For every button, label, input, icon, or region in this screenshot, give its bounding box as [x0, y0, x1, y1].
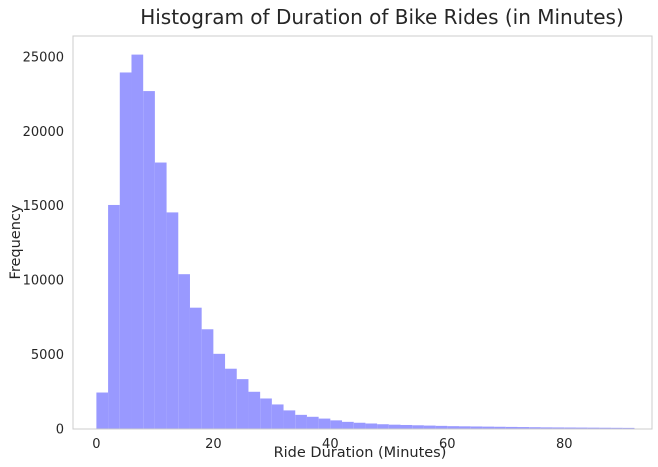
histogram-bar	[96, 392, 109, 429]
plot-frame	[72, 35, 653, 430]
y-tick-label: 5000	[31, 348, 64, 363]
x-tick-label: 40	[322, 437, 339, 452]
histogram-bar	[342, 421, 354, 429]
y-tick-label: 15000	[23, 199, 64, 214]
histogram-bar	[201, 329, 214, 429]
histogram-bar	[505, 426, 518, 429]
histogram-bar	[400, 424, 413, 429]
y-tick-label: 25000	[23, 50, 64, 65]
histogram-bar	[213, 353, 226, 429]
histogram-bar	[564, 427, 576, 429]
y-tick-label: 10000	[23, 274, 64, 289]
histogram-bar	[236, 379, 249, 429]
histogram-bar	[119, 72, 132, 429]
histogram-bar	[225, 368, 237, 429]
histogram-bar	[470, 426, 483, 429]
x-tick-label: 60	[439, 437, 456, 452]
histogram-bar	[178, 274, 190, 429]
histogram-bar	[388, 424, 401, 429]
histogram-bar	[540, 427, 553, 429]
histogram-bar	[166, 212, 179, 429]
histogram-bar	[271, 404, 284, 429]
histogram-bar	[622, 427, 635, 429]
histogram-bar	[529, 427, 541, 429]
bars-group	[96, 54, 635, 430]
histogram-bar	[587, 427, 600, 429]
y-tick-label: 0	[56, 423, 64, 438]
histogram-bar	[459, 426, 471, 429]
x-axis-ticks: 0 20 40 60 80	[92, 437, 572, 452]
histogram-bar	[143, 91, 155, 430]
x-tick-label: 0	[92, 437, 100, 452]
histogram-bar	[330, 420, 343, 429]
y-axis-ticks: 0 5000 10000 15000 20000 25000	[23, 50, 64, 437]
histogram-bar	[295, 414, 307, 429]
x-axis-label: Ride Duration (Minutes)	[274, 445, 447, 461]
histogram-bar	[552, 427, 565, 429]
histogram-bar	[154, 162, 167, 429]
x-tick-label: 20	[205, 437, 222, 452]
histogram-bar	[260, 398, 272, 429]
histogram-bar	[108, 204, 120, 429]
histogram-bar	[189, 307, 202, 429]
histogram-bar	[494, 426, 506, 429]
histogram-bar	[353, 422, 366, 429]
histogram-bar	[482, 426, 495, 429]
y-tick-label: 20000	[23, 125, 64, 140]
histogram-bar	[447, 426, 459, 429]
histogram-bar	[248, 391, 261, 429]
chart-title: Histogram of Duration of Bike Rides (in …	[140, 5, 624, 29]
histogram-bar	[517, 427, 530, 429]
histogram-bar	[283, 410, 296, 429]
histogram-bar	[575, 427, 588, 429]
histogram-bar	[318, 418, 331, 429]
histogram-bar	[131, 54, 144, 429]
y-axis-label: Frequency	[8, 204, 24, 279]
histogram-bar	[599, 427, 612, 429]
x-tick-label: 80	[556, 437, 573, 452]
histogram-bar	[435, 425, 448, 429]
histogram-bar	[611, 427, 623, 429]
histogram-bar	[377, 424, 389, 429]
histogram-bar	[365, 423, 378, 429]
histogram-bar	[412, 425, 424, 429]
histogram-bar	[306, 416, 319, 429]
histogram-bar	[423, 425, 436, 429]
